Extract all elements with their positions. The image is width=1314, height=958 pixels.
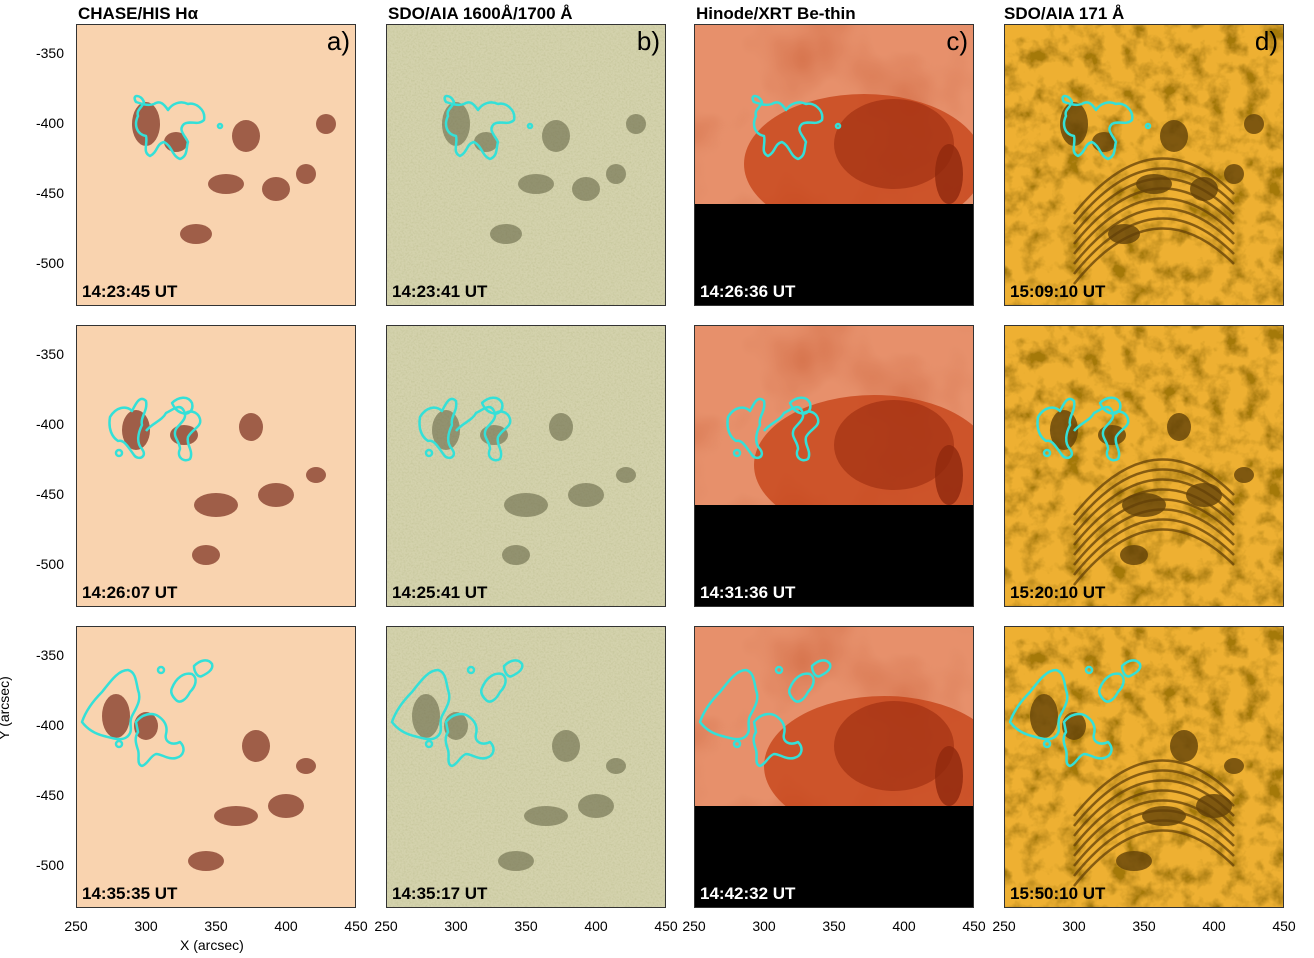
xrt-no-data-mask bbox=[694, 806, 974, 908]
x-tick-label: 400 bbox=[892, 918, 916, 934]
x-tick-label: 250 bbox=[682, 918, 706, 934]
y-tick-label: -400 bbox=[35, 416, 64, 432]
x-tick-label: 300 bbox=[444, 918, 468, 934]
column-title-xrt: Hinode/XRT Be-thin bbox=[696, 4, 856, 23]
x-tick-label: 250 bbox=[374, 918, 398, 934]
aia1600-image bbox=[386, 626, 666, 908]
y-tick-label: -450 bbox=[35, 486, 64, 502]
x-tick-label: 450 bbox=[344, 918, 368, 934]
x-tick-label: 350 bbox=[1132, 918, 1156, 934]
image-panel-halpha-row1: 14:23:45 UT a) bbox=[76, 24, 356, 306]
panel-timestamp: 14:26:07 UT bbox=[82, 583, 178, 602]
image-panel-aia171-row2: 15:20:10 UT bbox=[1004, 325, 1284, 607]
x-tick-label: 250 bbox=[992, 918, 1016, 934]
halpha-image bbox=[76, 626, 356, 908]
image-panel-xrt-row2: 14:31:36 UT bbox=[694, 325, 974, 607]
ribbon-contour-overlay bbox=[1036, 396, 1130, 462]
column-title-aia171: SDO/AIA 171 Å bbox=[1004, 4, 1125, 23]
x-tick-label: 400 bbox=[274, 918, 298, 934]
panel-timestamp: 14:23:45 UT bbox=[82, 282, 178, 301]
x-tick-label: 300 bbox=[752, 918, 776, 934]
y-tick-label: -500 bbox=[35, 255, 64, 271]
y-tick-label: -500 bbox=[35, 556, 64, 572]
y-tick-label: -450 bbox=[35, 185, 64, 201]
y-tick-label: -350 bbox=[35, 346, 64, 362]
panel-timestamp: 14:35:17 UT bbox=[392, 884, 488, 903]
panel-timestamp: 14:23:41 UT bbox=[392, 282, 488, 301]
x-tick-label: 300 bbox=[1062, 918, 1086, 934]
image-panel-halpha-row3: 14:35:35 UT bbox=[76, 626, 356, 908]
ribbon-contour-overlay bbox=[698, 659, 832, 768]
image-panel-xrt-row1: 14:26:36 UT c) bbox=[694, 24, 974, 306]
ribbon-contour-overlay bbox=[751, 94, 842, 161]
ribbon-contour-overlay bbox=[80, 659, 214, 768]
image-panel-halpha-row2: 14:26:07 UT bbox=[76, 325, 356, 607]
y-tick-label: -400 bbox=[35, 115, 64, 131]
image-panel-aia1600-row3: 14:35:17 UT bbox=[386, 626, 666, 908]
ribbon-contour-overlay bbox=[443, 94, 534, 161]
ribbon-contour-overlay bbox=[1061, 94, 1152, 161]
panel-letter-label: d) bbox=[1254, 26, 1278, 56]
ribbon-contour-overlay bbox=[418, 396, 512, 462]
image-panel-aia171-row1: 15:09:10 UT d) bbox=[1004, 24, 1284, 306]
image-panel-aia171-row3: 15:50:10 UT bbox=[1004, 626, 1284, 908]
y-tick-label: -450 bbox=[35, 787, 64, 803]
y-tick-label: -350 bbox=[35, 647, 64, 663]
xrt-no-data-mask bbox=[694, 505, 974, 607]
panel-timestamp: 14:35:35 UT bbox=[82, 884, 178, 903]
column-title-halpha: CHASE/HIS Hα bbox=[78, 4, 199, 23]
image-panel-aia1600-row2: 14:25:41 UT bbox=[386, 325, 666, 607]
x-tick-label: 450 bbox=[962, 918, 986, 934]
x-tick-label: 350 bbox=[514, 918, 538, 934]
aia171-image bbox=[1004, 325, 1284, 607]
x-tick-label: 400 bbox=[1202, 918, 1226, 934]
xrt-no-data-mask bbox=[694, 204, 974, 306]
panel-timestamp: 14:26:36 UT bbox=[700, 282, 796, 301]
panel-letter-label: c) bbox=[946, 26, 968, 56]
y-tick-label: -400 bbox=[35, 717, 64, 733]
ribbon-contour-overlay bbox=[726, 396, 820, 462]
x-tick-label: 350 bbox=[822, 918, 846, 934]
x-tick-label: 350 bbox=[204, 918, 228, 934]
column-title-aia1600: SDO/AIA 1600Å/1700 Å bbox=[388, 4, 573, 23]
ribbon-contour-overlay bbox=[108, 396, 202, 462]
image-panel-aia1600-row1: 14:23:41 UT b) bbox=[386, 24, 666, 306]
image-panel-xrt-row3: 14:42:32 UT bbox=[694, 626, 974, 908]
x-tick-label: 300 bbox=[134, 918, 158, 934]
ribbon-contour-overlay bbox=[1008, 659, 1142, 768]
panel-timestamp: 14:25:41 UT bbox=[392, 583, 488, 602]
halpha-image bbox=[76, 24, 356, 306]
panel-timestamp: 14:31:36 UT bbox=[700, 583, 796, 602]
y-tick-label: -500 bbox=[35, 857, 64, 873]
panel-letter-label: a) bbox=[326, 26, 350, 56]
aia1600-image bbox=[386, 325, 666, 607]
x-axis-label: X (arcsec) bbox=[180, 937, 244, 953]
aia1600-image bbox=[386, 24, 666, 306]
panel-timestamp: 14:42:32 UT bbox=[700, 884, 796, 903]
panel-timestamp: 15:50:10 UT bbox=[1010, 884, 1106, 903]
aia171-image bbox=[1004, 626, 1284, 908]
panel-letter-label: b) bbox=[636, 26, 660, 56]
x-tick-label: 400 bbox=[584, 918, 608, 934]
y-axis-label: Y (arcsec) bbox=[0, 676, 12, 740]
halpha-image bbox=[76, 325, 356, 607]
panel-timestamp: 15:20:10 UT bbox=[1010, 583, 1106, 602]
x-tick-label: 250 bbox=[64, 918, 88, 934]
y-tick-label: -350 bbox=[35, 45, 64, 61]
panel-timestamp: 15:09:10 UT bbox=[1010, 282, 1106, 301]
x-tick-label: 450 bbox=[1272, 918, 1296, 934]
x-tick-label: 450 bbox=[654, 918, 678, 934]
aia171-image bbox=[1004, 24, 1284, 306]
ribbon-contour-overlay bbox=[133, 94, 224, 161]
ribbon-contour-overlay bbox=[390, 659, 524, 768]
